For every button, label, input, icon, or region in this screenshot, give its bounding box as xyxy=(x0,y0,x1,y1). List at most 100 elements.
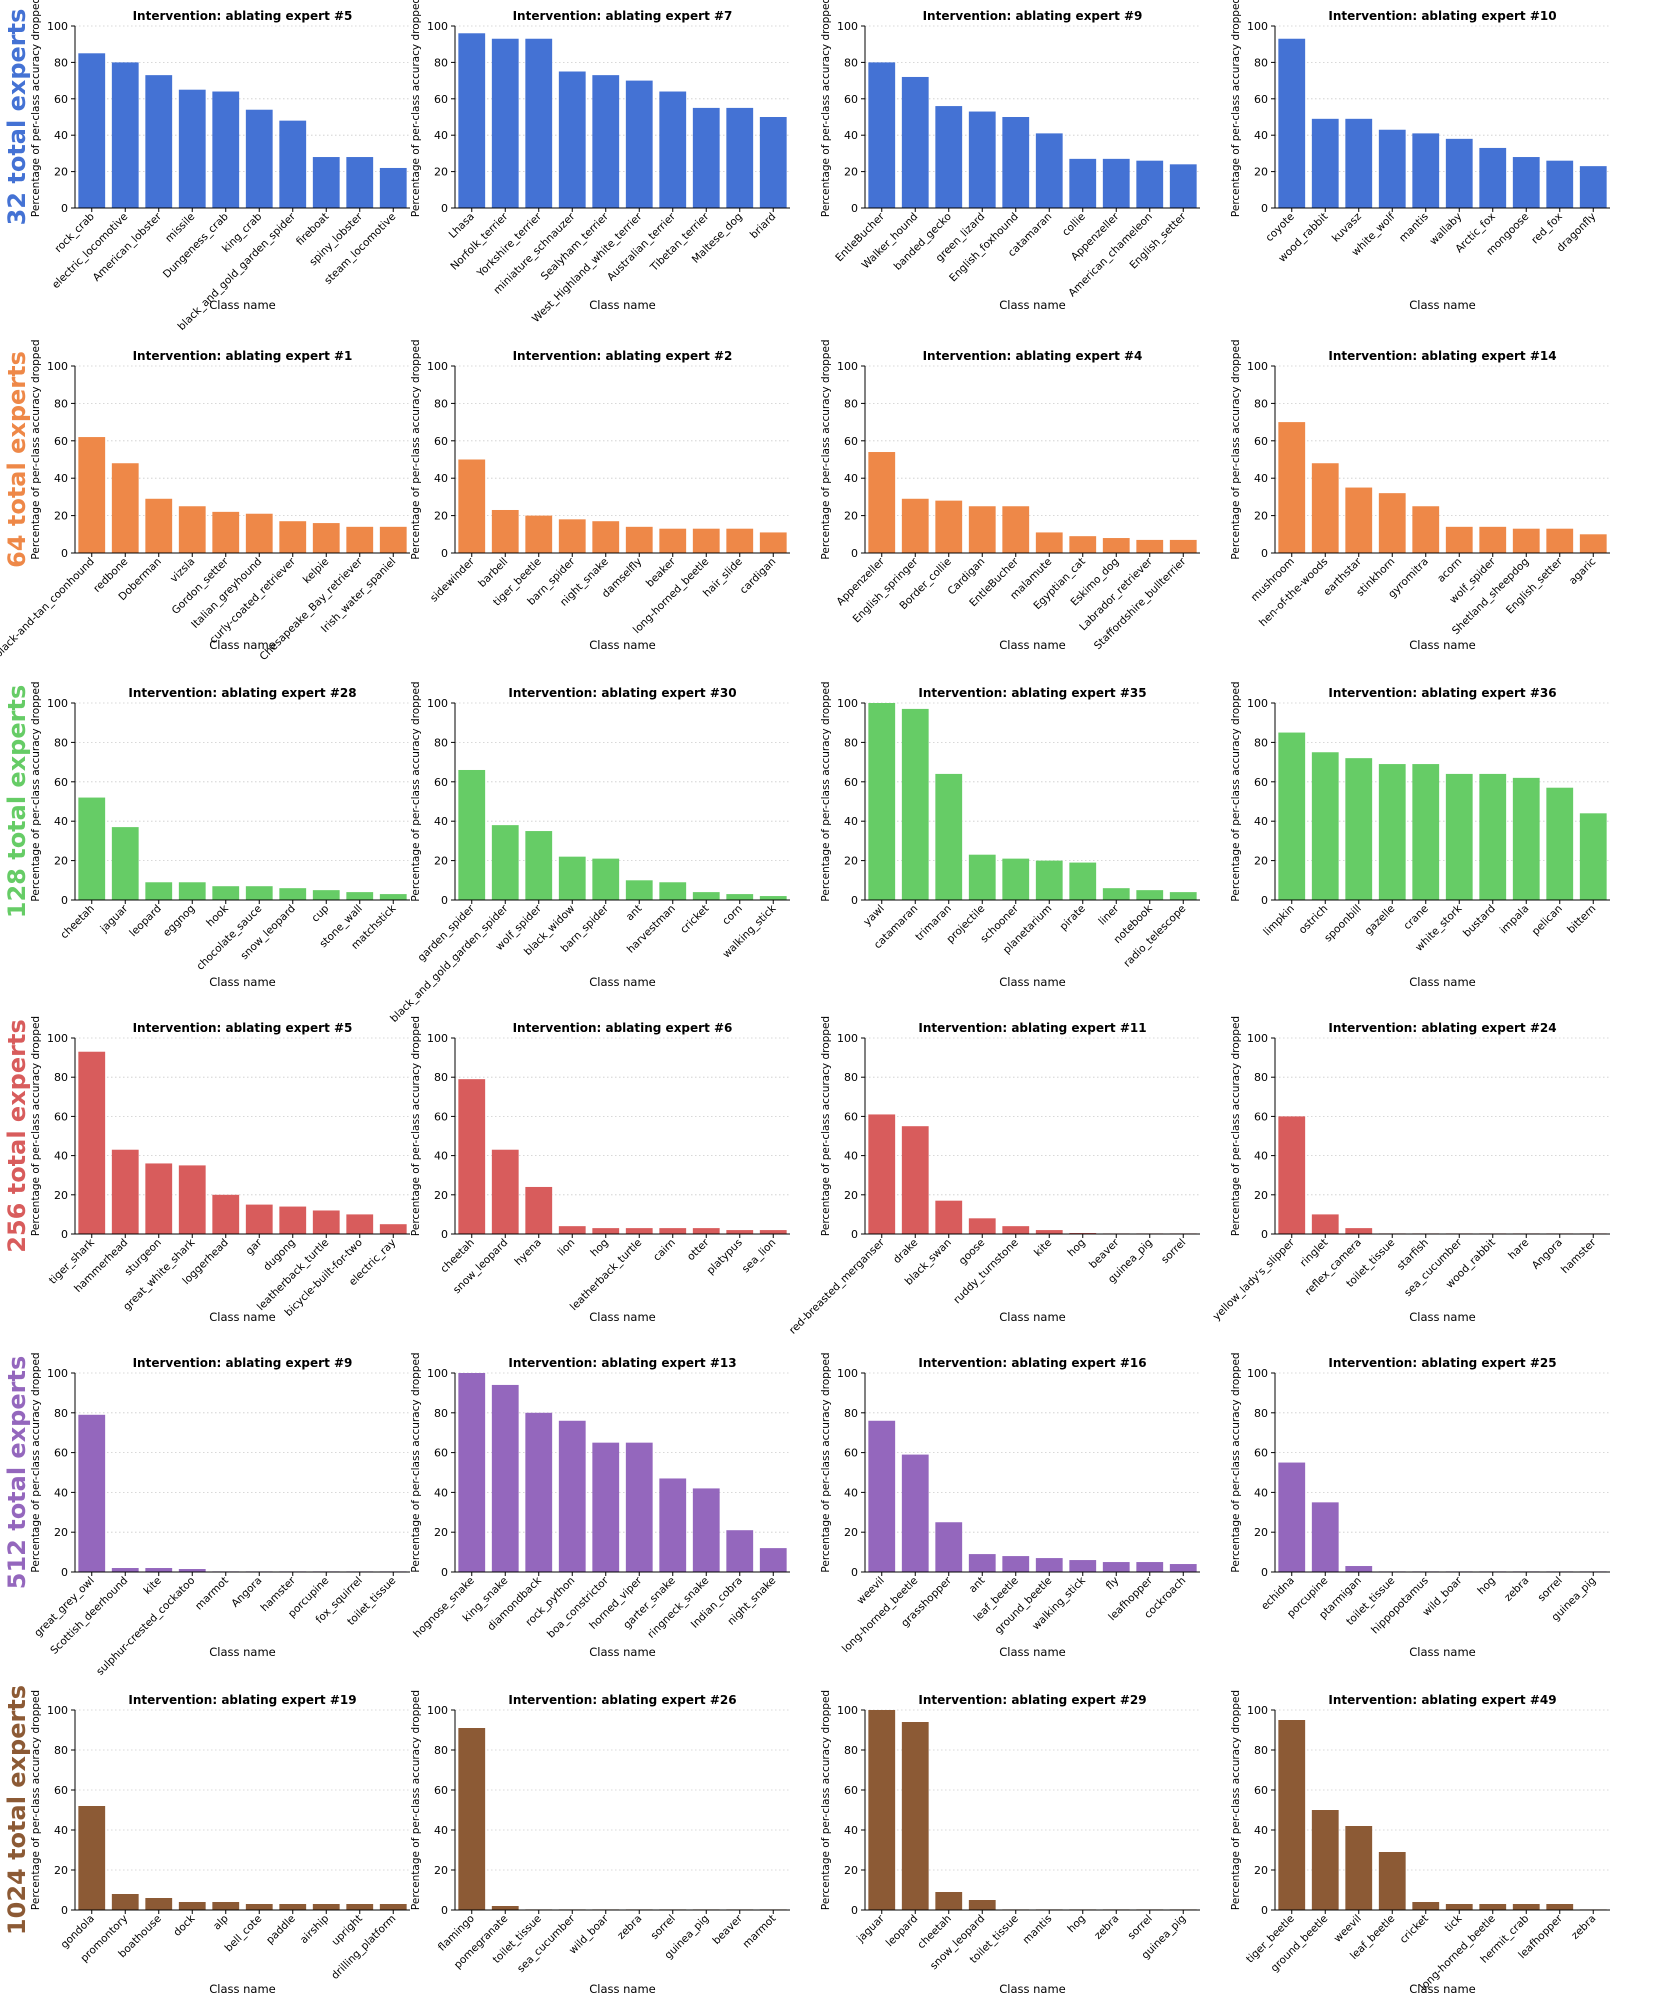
bar-hyena xyxy=(525,1186,553,1234)
chart-title: Intervention: ablating expert #7 xyxy=(513,9,733,23)
bar-Egyptian_cat xyxy=(1069,536,1097,553)
bar-tick xyxy=(1445,1904,1473,1910)
bar-cheetah xyxy=(78,797,106,900)
chart-panel-3: Intervention: ablating expert #10 0 20 40 60… xyxy=(1230,0,1610,312)
bar-gazelle xyxy=(1378,764,1406,900)
x-tick-label: cricket xyxy=(678,903,711,936)
bar-paddle xyxy=(279,1904,307,1910)
y-tick-label: 20 xyxy=(844,166,858,179)
bar-leaf_beetle xyxy=(1002,1556,1030,1572)
y-tick-label: 40 xyxy=(434,1150,448,1163)
bar-yellow_lady's_slipper xyxy=(1278,1116,1306,1234)
row-label-4: 512 total experts xyxy=(3,1356,31,1589)
bar-Italian_greyhound xyxy=(245,513,273,553)
bar-schooner xyxy=(1002,858,1030,900)
bar-EntleBucher xyxy=(1002,506,1030,553)
y-tick-label: 100 xyxy=(837,1032,858,1045)
chart-title: Intervention: ablating expert #30 xyxy=(508,686,736,700)
bar-night_snake xyxy=(759,1548,787,1572)
y-tick-label: 0 xyxy=(61,547,68,560)
x-axis-label: Class name xyxy=(999,1645,1066,1659)
bar-black_swan xyxy=(935,1200,963,1234)
bar-hair_slide xyxy=(726,528,754,553)
bar-ant xyxy=(968,1554,996,1572)
bar-missile xyxy=(178,89,206,208)
y-tick-label: 40 xyxy=(844,129,858,142)
y-tick-label: 100 xyxy=(47,1367,68,1380)
x-tick-label: kite xyxy=(1032,1237,1054,1259)
x-tick-label: hamster xyxy=(1559,1236,1599,1276)
y-tick-label: 60 xyxy=(1254,1447,1268,1460)
bar-briard xyxy=(759,117,787,208)
bar-walking_stick xyxy=(759,896,787,900)
bar-mushroom xyxy=(1278,422,1306,553)
y-tick-label: 100 xyxy=(47,1032,68,1045)
y-tick-label: 60 xyxy=(844,1110,858,1123)
y-axis-label: Percentage of per-class accuracy dropped xyxy=(1230,1690,1242,1910)
chart-title: Intervention: ablating expert #11 xyxy=(918,1021,1146,1035)
bar-dock xyxy=(178,1902,206,1910)
y-tick-label: 40 xyxy=(54,129,68,142)
chart-panel-2: Intervention: ablating expert #9 0 20 40 60 8… xyxy=(820,0,1200,312)
chart-title: Intervention: ablating expert #2 xyxy=(513,349,733,363)
bar-catamaran xyxy=(1035,133,1063,208)
chart-title: Intervention: ablating expert #16 xyxy=(918,1356,1146,1370)
x-axis-label: Class name xyxy=(209,975,276,989)
bar-sea_lion xyxy=(759,1230,787,1234)
x-axis-label: Class name xyxy=(999,1310,1066,1324)
chart-panel-8: Intervention: ablating expert #28 0 20 40 60… xyxy=(30,681,410,989)
bar-jaguar xyxy=(111,827,139,900)
y-axis-label: Percentage of per-class accuracy dropped xyxy=(410,0,422,217)
x-tick-label: yawl xyxy=(861,903,887,929)
y-tick-label: 20 xyxy=(54,166,68,179)
y-tick-label: 0 xyxy=(441,1566,448,1579)
bar-long-horned_beetle xyxy=(1479,1904,1507,1910)
bar-Chesapeake_Bay_retriever xyxy=(346,526,374,553)
bar-pirate xyxy=(1069,862,1097,900)
bar-boathouse xyxy=(145,1898,173,1910)
y-tick-label: 20 xyxy=(1254,510,1268,523)
bar-matchstick xyxy=(379,894,407,900)
x-axis-label: Class name xyxy=(1409,975,1476,989)
chart-panel-15: Intervention: ablating expert #24 0 20 40 60… xyxy=(1211,1016,1610,1324)
y-tick-label: 100 xyxy=(837,20,858,33)
y-tick-label: 100 xyxy=(47,20,68,33)
bar-collie xyxy=(1069,158,1097,208)
bar-white_stork xyxy=(1445,773,1473,900)
y-tick-label: 40 xyxy=(844,1150,858,1163)
x-axis-label: Class name xyxy=(589,1310,656,1324)
bar-agaric xyxy=(1579,534,1607,553)
bar-yawl xyxy=(868,703,896,900)
bar-king_crab xyxy=(245,109,273,208)
x-tick-label: eggnog xyxy=(161,903,197,939)
y-tick-label: 20 xyxy=(54,855,68,868)
bar-impala xyxy=(1512,777,1540,900)
x-axis-label: Class name xyxy=(209,638,276,652)
y-tick-label: 20 xyxy=(434,1526,448,1539)
bar-upright xyxy=(346,1904,374,1910)
chart-panel-19: Intervention: ablating expert #25 0 20 40 60… xyxy=(1230,1352,1610,1659)
x-axis-label: Class name xyxy=(1409,1982,1476,1996)
y-tick-label: 80 xyxy=(54,397,68,410)
x-tick-label: sorrel xyxy=(1126,1913,1155,1942)
y-tick-label: 100 xyxy=(1247,697,1268,710)
chart-title: Intervention: ablating expert #13 xyxy=(508,1356,736,1370)
y-tick-label: 40 xyxy=(434,1824,448,1837)
y-tick-label: 40 xyxy=(434,815,448,828)
x-tick-label: kite xyxy=(142,1575,164,1597)
y-axis-label: Percentage of per-class accuracy dropped xyxy=(30,1352,42,1572)
bar-bittern xyxy=(1579,813,1607,900)
chart-panel-4: Intervention: ablating expert #1 0 20 40 60 8… xyxy=(0,339,410,663)
bar-ringneck_snake xyxy=(692,1488,720,1572)
bar-planetarium xyxy=(1035,860,1063,900)
y-tick-label: 80 xyxy=(434,736,448,749)
x-axis-label: Class name xyxy=(589,638,656,652)
y-tick-label: 0 xyxy=(851,547,858,560)
x-tick-label: goose xyxy=(957,1237,988,1268)
chart-title: Intervention: ablating expert #19 xyxy=(128,1693,356,1707)
bar-Cardigan xyxy=(968,506,996,553)
x-tick-label: briard xyxy=(748,211,779,242)
bar-curly-coated_retriever xyxy=(279,521,307,553)
bar-leatherback_turtle xyxy=(625,1228,653,1234)
chart-title: Intervention: ablating expert #10 xyxy=(1328,9,1556,23)
